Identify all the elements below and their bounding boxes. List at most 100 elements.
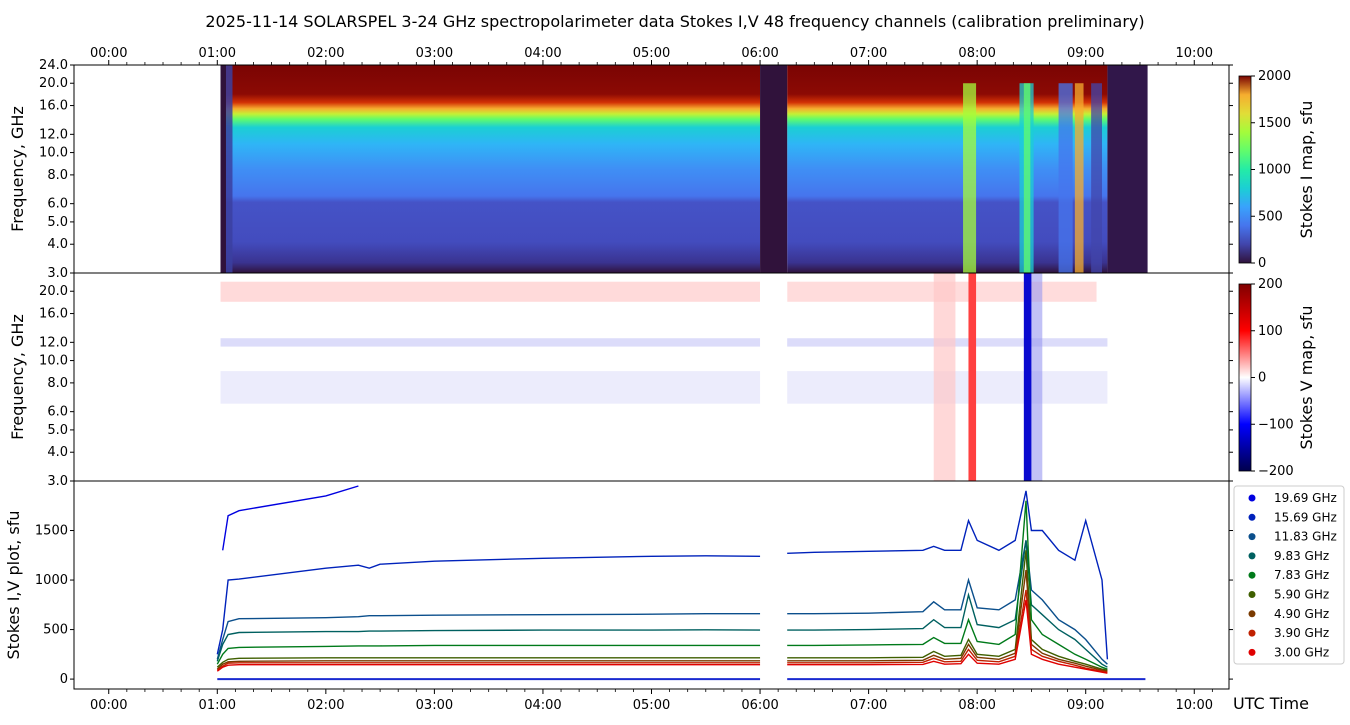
stokes-v-blue-band <box>220 338 1108 347</box>
y-tick-label: 8.0 <box>47 168 68 183</box>
colorbar-tick-label: −100 <box>1258 417 1294 432</box>
series-line-3.90-GHz <box>216 589 1108 673</box>
x-tick-label-top: 09:00 <box>1067 46 1104 61</box>
stokes-i-burst-feature <box>963 83 977 273</box>
series-line-9.83-GHz <box>216 540 1108 668</box>
y-tick-label: 0 <box>60 672 68 687</box>
y-tick-label: 8.0 <box>47 376 68 391</box>
stokes-v-data-gap <box>760 273 788 481</box>
x-tick-label-top: 07:00 <box>850 46 887 61</box>
y-axis-label: Frequency, GHz <box>8 314 27 440</box>
stokes-v-blue-burst-tail <box>1031 273 1043 481</box>
colorbar-tick-label: 0 <box>1258 256 1266 271</box>
legend-label: 9.83 GHz <box>1274 549 1329 563</box>
colorbar-label: Stokes I map, sfu <box>1297 101 1316 239</box>
y-tick-label: 5.0 <box>47 215 68 230</box>
legend-label: 3.00 GHz <box>1274 645 1329 659</box>
x-tick-label-bottom: 02:00 <box>307 698 344 713</box>
stokes-i-startup-edge <box>220 65 226 273</box>
stokes-v-colorbar <box>1238 283 1252 472</box>
y-tick-label: 10.0 <box>39 146 68 161</box>
stokes-i-colorbar <box>1238 75 1252 264</box>
stokes-v-red-burst <box>968 273 977 481</box>
y-tick-label: 4.0 <box>47 237 68 252</box>
legend-marker <box>1248 571 1256 579</box>
x-tick-label-bottom: 03:00 <box>416 698 453 713</box>
x-tick-label-bottom: 08:00 <box>958 698 995 713</box>
x-tick-label-top: 10:00 <box>1176 46 1213 61</box>
stokes-v-red-burst-weak <box>933 273 956 481</box>
legend-label: 4.90 GHz <box>1274 607 1329 621</box>
series-line-4.90-GHz <box>216 570 1108 672</box>
colorbar-tick-label: 500 <box>1258 209 1283 224</box>
y-tick-label: 5.0 <box>47 423 68 438</box>
stokes-i-burst-feature <box>1023 83 1031 273</box>
legend-marker <box>1248 610 1256 618</box>
legend-label: 3.90 GHz <box>1274 626 1329 640</box>
y-tick-label: 3.0 <box>47 266 68 281</box>
x-tick-label-top: 03:00 <box>416 46 453 61</box>
colorbar-tick-label: 1500 <box>1258 116 1291 131</box>
colorbar-label: Stokes V map, sfu <box>1297 305 1316 449</box>
legend-label: 19.69 GHz <box>1274 491 1337 505</box>
series-line-11.83-GHz <box>216 540 1108 665</box>
colorbar-tick-label: 0 <box>1258 371 1266 386</box>
colorbar-tick-label: 200 <box>1258 277 1283 292</box>
x-tick-label-bottom: 10:00 <box>1176 698 1213 713</box>
colorbar-tick-label: 100 <box>1258 324 1283 339</box>
legend-marker <box>1248 648 1256 656</box>
stokes-i-burst-feature <box>1091 83 1102 273</box>
plot-data-gap <box>760 481 788 689</box>
colorbar-tick-label: −200 <box>1258 464 1294 479</box>
x-tick-label-top: 00:00 <box>90 46 127 61</box>
x-axis: 00:00 00:00 01:00 01:00 02:00 02:00 03:00 03:00… <box>90 46 1213 713</box>
x-axis-label: UTC Time <box>1233 694 1309 713</box>
x-tick-label-top: 05:00 <box>633 46 670 61</box>
legend-marker <box>1248 494 1256 502</box>
legend-label: 7.83 GHz <box>1274 568 1329 582</box>
stokes-iv-plot-panel: 0 500 1000 1500 Stokes I,V plot, sfu <box>4 480 1233 690</box>
stokes-v-blue-burst <box>1023 273 1032 481</box>
x-tick-label-bottom: 04:00 <box>524 698 561 713</box>
legend-marker <box>1248 552 1256 560</box>
legend-label: 11.83 GHz <box>1274 530 1337 544</box>
stokes-v-red-band-high <box>220 281 761 302</box>
y-tick-label: 20.0 <box>39 76 68 91</box>
y-tick-label: 1000 <box>35 573 68 588</box>
stokes-i-data-gap <box>760 65 788 273</box>
legend-label: 15.69 GHz <box>1274 510 1337 524</box>
legend: 19.69 GHz 15.69 GHz 11.83 GHz 9.83 GHz 7.83 … <box>1233 485 1345 665</box>
y-tick-label: 6.0 <box>47 405 68 420</box>
stokes-i-heatmap-block-1 <box>220 65 761 273</box>
colorbar-tick-label: 2000 <box>1258 69 1291 84</box>
series-line-3.00-GHz <box>216 599 1108 674</box>
y-tick-label: 1500 <box>35 524 68 539</box>
series-line-7.83-GHz <box>216 500 1108 670</box>
stokes-i-map-panel: 3.0 4.0 5.0 6.0 8.0 10.0 12.0 16.0 20.0 24.0 Frequ… <box>8 58 1233 281</box>
y-tick-label: 16.0 <box>39 99 68 114</box>
stokes-v-map-panel: 3.0 4.0 5.0 6.0 8.0 10.0 12.0 16.0 20.0 Frequency… <box>8 272 1233 489</box>
y-axis-label: Frequency, GHz <box>8 106 27 232</box>
x-tick-label-bottom: 09:00 <box>1067 698 1104 713</box>
series-line-19.69-GHz <box>222 485 359 551</box>
y-tick-label: 500 <box>43 623 68 638</box>
y-tick-label: 20.0 <box>39 284 68 299</box>
series-line-15.69-GHz <box>216 490 1109 660</box>
stokes-i-burst-feature <box>1074 83 1084 273</box>
y-tick-label: 3.0 <box>47 474 68 489</box>
y-tick-label: 12.0 <box>39 127 68 142</box>
x-tick-label-top: 01:00 <box>199 46 236 61</box>
chart-title: 2025-11-14 SOLARSPEL 3-24 GHz spectropol… <box>205 12 1144 31</box>
x-tick-label-top: 02:00 <box>307 46 344 61</box>
legend-marker <box>1248 629 1256 637</box>
x-tick-label-bottom: 06:00 <box>741 698 778 713</box>
series-line-5.90-GHz <box>216 550 1108 671</box>
stokes-i-heatmap-block-2 <box>787 65 1108 273</box>
stokes-v-faint-band <box>220 371 1108 404</box>
x-tick-label-bottom: 01:00 <box>199 698 236 713</box>
y-tick-label: 12.0 <box>39 335 68 350</box>
y-axis-label: Stokes I,V plot, sfu <box>4 511 23 660</box>
y-tick-label: 10.0 <box>39 354 68 369</box>
legend-marker <box>1248 591 1256 598</box>
